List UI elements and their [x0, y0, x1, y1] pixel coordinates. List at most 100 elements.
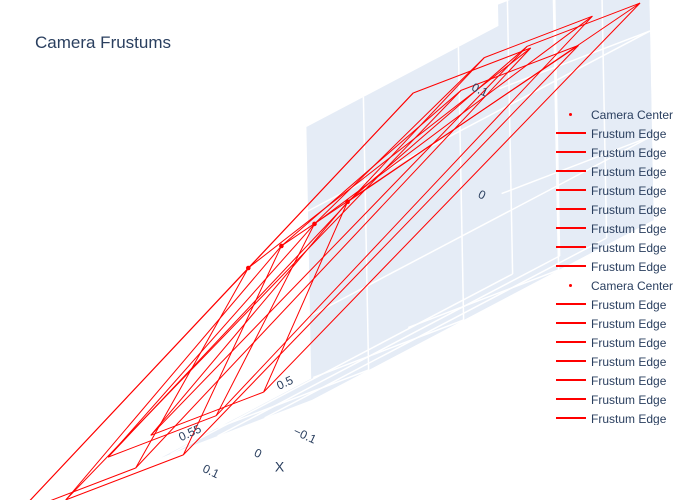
frustum-lines [29, 2, 641, 500]
grid-y-floor [407, 269, 559, 329]
frustum-edge [182, 45, 579, 456]
frustum-edge [347, 2, 641, 203]
x-tick-label: −0.1 [291, 424, 319, 447]
legend-label: Frustum Edge [591, 259, 667, 274]
legend-item[interactable]: Frustum Edge [556, 162, 700, 181]
legend-marker-icon [556, 105, 586, 124]
x-tick-label: 0.1 [200, 461, 221, 481]
legend-label: Frustum Edge [591, 202, 667, 217]
legend-line-icon [556, 200, 586, 219]
legend-line-icon [556, 219, 586, 238]
legend-label: Frustum Edge [591, 335, 667, 350]
camera-center-point [246, 265, 251, 271]
frustum-edge [263, 2, 641, 393]
frustum-edge [484, 15, 593, 59]
camera-center-point [345, 199, 350, 205]
legend-label: Frustum Edge [591, 411, 667, 426]
grid-y-back [362, 96, 370, 371]
legend-item[interactable]: Frustum Edge [556, 390, 700, 409]
legend-line-icon [556, 390, 586, 409]
frustum-edge [215, 15, 593, 417]
legend-item[interactable]: Frustum Edge [556, 333, 700, 352]
legend-label: Frustum Edge [591, 392, 667, 407]
legend-item[interactable]: Frustum Edge [556, 200, 700, 219]
legend-line-icon [556, 371, 586, 390]
frustum-edge [107, 57, 485, 458]
legend-label: Frustum Edge [591, 240, 667, 255]
legend-label: Frustum Edge [591, 297, 667, 312]
legend-line-icon [556, 314, 586, 333]
legend-item[interactable]: Frustum Edge [556, 238, 700, 257]
frustum-edge [50, 467, 136, 500]
frustum-edge [107, 223, 315, 458]
legend-line-icon [556, 333, 586, 352]
legend-line-icon [556, 352, 586, 371]
legend-label: Frustum Edge [591, 145, 667, 160]
grid-x-side [553, 0, 561, 257]
legend-label: Camera Center [591, 278, 674, 293]
legend-label: Frustum Edge [591, 316, 667, 331]
grid-y-floor [312, 319, 464, 379]
legend-line-icon [556, 257, 586, 276]
legend-label: Camera Center [591, 107, 674, 122]
grid-y-floor [217, 369, 369, 429]
chart-title: Camera Frustums [35, 33, 172, 52]
z-tick-label: 0.1 [469, 80, 490, 100]
legend-line-icon [556, 409, 586, 425]
frustum-edge [135, 47, 532, 469]
frustum-edge [347, 45, 528, 203]
frustum-edge [527, 2, 641, 47]
x-axis-title: X [275, 459, 285, 475]
legend-line-icon [556, 162, 586, 181]
legend-item[interactable]: Frustum Edge [556, 314, 700, 333]
legend-line-icon [556, 143, 586, 162]
legend-line-icon [556, 124, 586, 143]
frustum-edge [29, 267, 249, 500]
frustum-edge [150, 391, 264, 436]
legend-marker-icon [556, 276, 586, 295]
legend-label: Frustum Edge [591, 183, 667, 198]
legend-label: Frustum Edge [591, 373, 667, 388]
camera-center-point [279, 243, 284, 249]
legend-item[interactable]: Camera Center [556, 105, 700, 124]
legend-label: Frustum Edge [591, 126, 667, 141]
side-pane [498, 0, 654, 278]
grid-z-side [501, 135, 653, 195]
grid-z-back [307, 30, 651, 212]
legend-item[interactable]: Frustum Edge [556, 124, 700, 143]
legend-label: Frustum Edge [591, 164, 667, 179]
legend-item[interactable]: Frustum Edge [556, 371, 700, 390]
frustum-edge [107, 415, 217, 458]
frustum-edge [460, 44, 579, 91]
frustum-edge [314, 57, 485, 225]
axis-panes [161, 0, 654, 458]
legend-item[interactable]: Frustum Edge [556, 295, 700, 314]
legend-item[interactable]: Frustum Edge [556, 352, 700, 371]
frustum-edge [263, 201, 349, 393]
frustum-edge [65, 245, 282, 500]
legend-line-icon [556, 238, 586, 257]
camera-centers [246, 199, 350, 271]
grid-x-side [601, 0, 608, 239]
legend-line-icon [556, 295, 586, 314]
legend-item[interactable]: Frustum Edge [556, 143, 700, 162]
y-tick-label: 0.5 [274, 373, 295, 393]
camera-center-point [312, 221, 317, 227]
x-tick-label: 0 [252, 445, 264, 461]
grid-z-side [499, 30, 651, 90]
frustum-edge [150, 201, 348, 436]
legend[interactable]: Camera Center Frustum Edge Frustum Edge Fru… [556, 105, 700, 425]
grid-z-back [309, 135, 653, 317]
frustum-edge [65, 454, 184, 500]
frustum-edge [150, 45, 528, 436]
legend-label: Frustum Edge [591, 354, 667, 369]
legend-item[interactable]: Frustum Edge [556, 219, 700, 238]
legend-item[interactable]: Frustum Edge [556, 257, 700, 276]
floor-pane [161, 220, 654, 458]
legend-item[interactable]: Frustum Edge [556, 181, 700, 200]
legend-item[interactable]: Frustum Edge [556, 409, 700, 425]
legend-line-icon [556, 181, 586, 200]
legend-label: Frustum Edge [591, 221, 667, 236]
legend-item[interactable]: Camera Center [556, 276, 700, 295]
